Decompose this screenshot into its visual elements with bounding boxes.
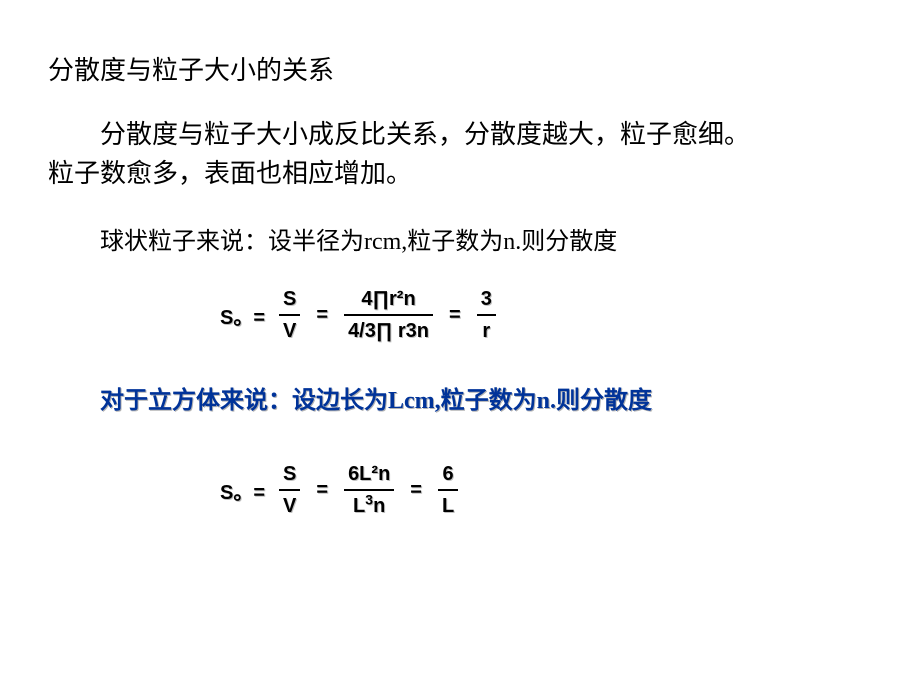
cube-frac1-den: V bbox=[279, 491, 300, 519]
cube-frac2-den: L3n bbox=[349, 491, 389, 519]
sphere-frac3-num: 3 bbox=[477, 286, 496, 314]
cube-description: 对于立方体来说：设边长为Lcm,粒子数为n.则分散度 bbox=[100, 380, 880, 415]
sphere-frac-3: 3 r bbox=[477, 286, 496, 344]
sphere-frac2-num: 4∏r²n bbox=[357, 286, 419, 314]
sphere-frac1-den: V bbox=[279, 316, 300, 344]
cube-frac-1: S V bbox=[279, 461, 300, 519]
cube-frac-2: 6L²n L3n bbox=[344, 461, 394, 519]
equals-1: = bbox=[314, 304, 330, 327]
cube-formula: S。= S V = 6L²n L3n = 6 L bbox=[220, 461, 880, 519]
sphere-frac-1: S V bbox=[279, 286, 300, 344]
section-title: 分散度与粒子大小的关系 bbox=[48, 50, 880, 87]
cube-frac-3: 6 L bbox=[438, 461, 458, 519]
sphere-frac3-den: r bbox=[478, 316, 494, 344]
paragraph-intro: 分散度与粒子大小成反比关系，分散度越大，粒子愈细。 粒子数愈多，表面也相应增加。 bbox=[48, 115, 880, 193]
equals-4: = bbox=[408, 479, 424, 502]
cube-frac1-num: S bbox=[279, 461, 300, 489]
cube-frac2-num: 6L²n bbox=[344, 461, 394, 489]
cube-frac3-den: L bbox=[438, 491, 458, 519]
sphere-frac-2: 4∏r²n 4/3∏ r3n bbox=[344, 286, 433, 344]
sphere-frac2-den: 4/3∏ r3n bbox=[344, 316, 433, 344]
sphere-formula: S。= S V = 4∏r²n 4/3∏ r3n = 3 r bbox=[220, 286, 880, 344]
intro-line-1: 分散度与粒子大小成反比关系，分散度越大，粒子愈细。 bbox=[100, 120, 750, 149]
equals-3: = bbox=[314, 479, 330, 502]
cube-frac3-num: 6 bbox=[439, 461, 458, 489]
intro-line-2: 粒子数愈多，表面也相应增加。 bbox=[48, 159, 412, 188]
sphere-description: 球状粒子来说：设半径为rcm,粒子数为n.则分散度 bbox=[100, 221, 880, 256]
sphere-lhs: S。= bbox=[220, 301, 265, 330]
sphere-frac1-num: S bbox=[279, 286, 300, 314]
equals-2: = bbox=[447, 304, 463, 327]
cube-lhs: S。= bbox=[220, 476, 265, 505]
